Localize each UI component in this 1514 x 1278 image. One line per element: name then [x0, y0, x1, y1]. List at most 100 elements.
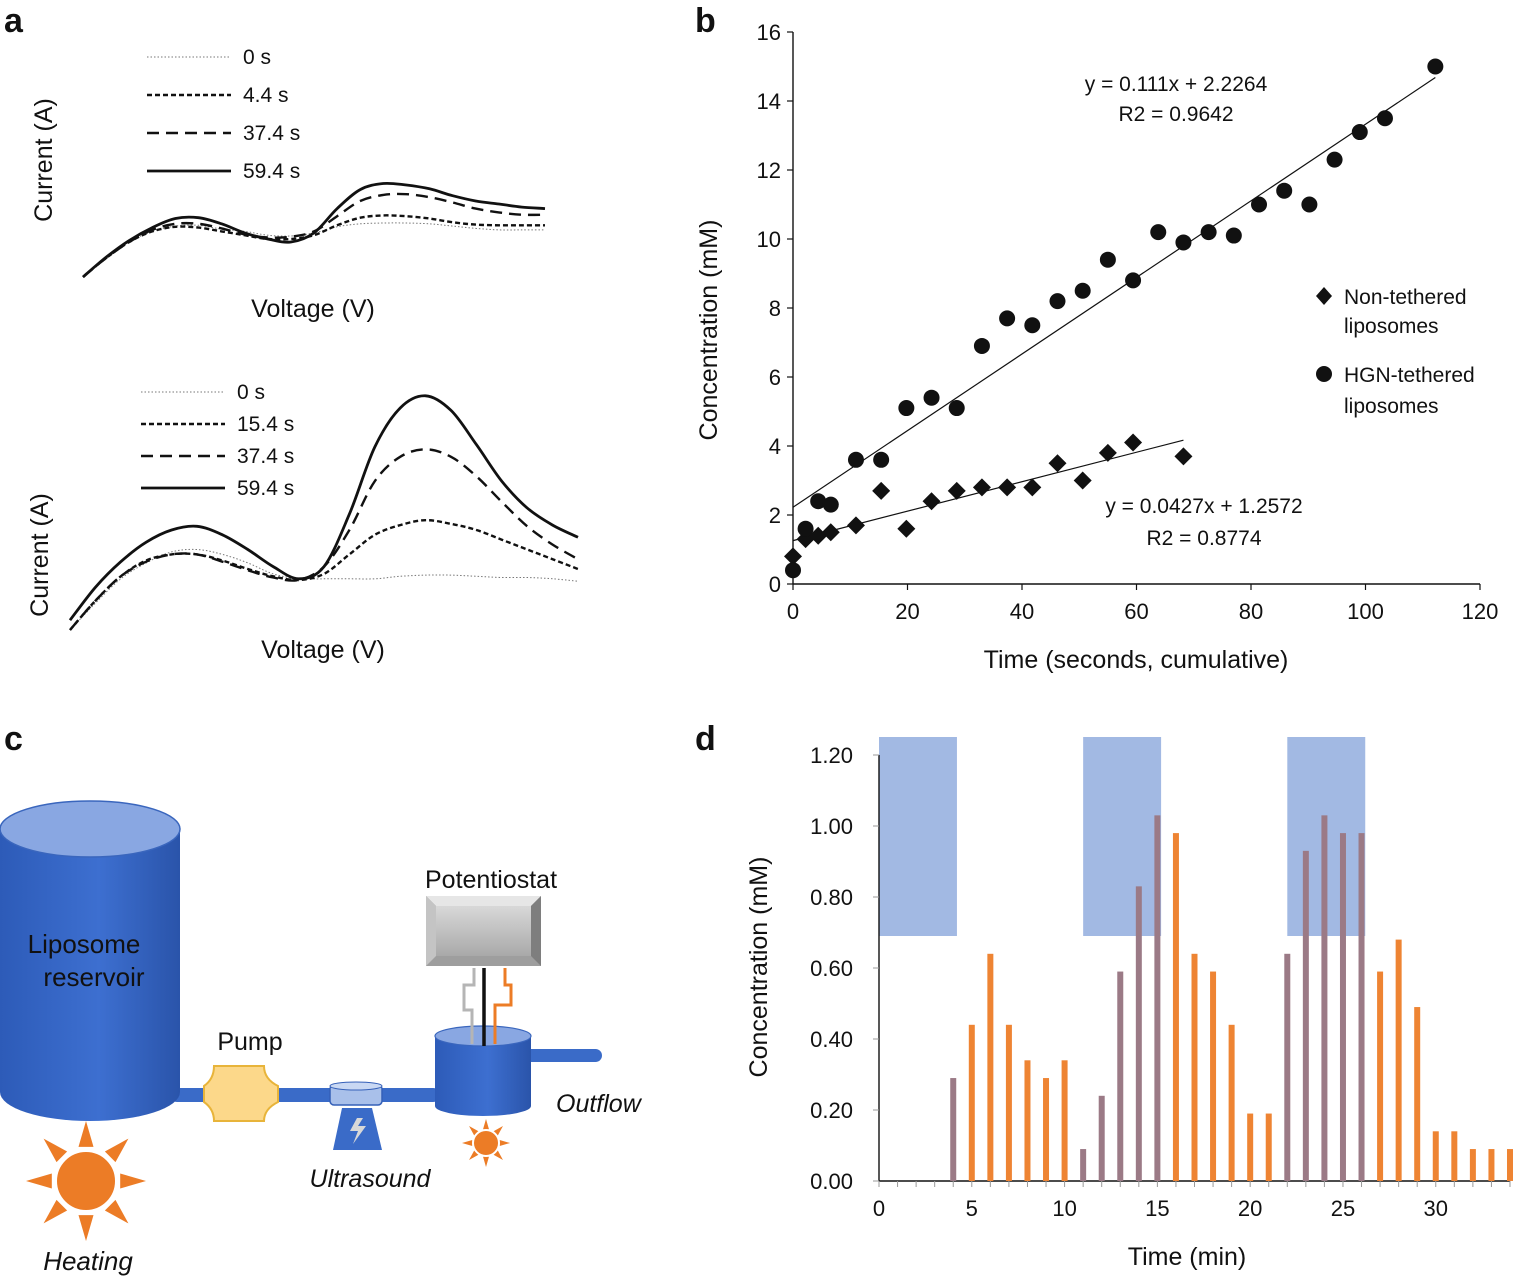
d-shaded-intervals: [879, 737, 1366, 936]
d-bar: [1451, 1131, 1458, 1181]
cell-sun-disc: [472, 1129, 500, 1157]
b-point-hgn-tethered-liposomes: [1074, 282, 1091, 299]
b-point-non-tethered-liposomes: [998, 478, 1017, 497]
a-top-curve-59-4-s: [82, 181, 546, 279]
chart-d: 0.00 0.20 0.40 0.60 0.80 1.00 1.20 0 5 10 15 20 25 30…: [745, 737, 1513, 1271]
d-bars: [950, 815, 1513, 1181]
heating-sun-ray: [26, 1173, 52, 1189]
a-bottom-legend-label-0-s: 0 s: [237, 381, 265, 404]
d-ytick-label-0-60: 0.60: [810, 956, 853, 981]
reservoir-label-line1: Liposome: [28, 929, 141, 959]
b-point-non-tethered-liposomes: [809, 526, 828, 545]
d-bar: [950, 1078, 957, 1181]
potentiostat-label: Potentiostat: [425, 866, 557, 894]
b-point-non-tethered-liposomes: [1174, 447, 1193, 466]
b-ytick-label-4: 4: [769, 434, 781, 459]
d-ytick-label-1-20: 1.20: [810, 743, 853, 768]
d-shaded-interval-1: [879, 737, 957, 936]
heating-sun-icon: [26, 1121, 146, 1241]
b-xtick-label-100: 100: [1347, 599, 1384, 624]
b-point-hgn-tethered-liposomes: [1099, 251, 1116, 268]
b-point-non-tethered-liposomes: [872, 481, 891, 500]
b-point-non-tethered-liposomes: [821, 523, 840, 542]
d-bar: [1043, 1078, 1050, 1181]
d-bar: [1154, 815, 1161, 1181]
cell-sun-ray: [493, 1126, 503, 1136]
b-ytick-label-6: 6: [769, 365, 781, 390]
b-legend-hgn-line1: HGN-tethered: [1344, 364, 1475, 387]
b-ytick-label-8: 8: [769, 296, 781, 321]
d-bar: [1395, 939, 1402, 1181]
b-point-non-tethered-liposomes: [922, 492, 941, 511]
a-top-legend-label-37-4-s: 37.4 s: [243, 122, 300, 145]
b-xtick-label-40: 40: [1010, 599, 1034, 624]
b-axes: 0 2 4 6 8 10 12 14 16 0 20 40 60 80 100 120: [757, 20, 1499, 624]
ultrasound-cell: [329, 1081, 383, 1150]
pump-label: Pump: [217, 1028, 282, 1056]
panel-label-b: b: [695, 2, 716, 40]
b-legend-non-line1: Non-tethered: [1344, 286, 1467, 309]
ultrasound-label: Ultrasound: [310, 1165, 432, 1193]
cell-sun-ray: [499, 1139, 510, 1147]
heating-sun-ray: [120, 1173, 146, 1189]
d-bar: [1228, 1024, 1235, 1181]
a-bottom-legend-label-37-4-s: 37.4 s: [237, 445, 294, 468]
a-bottom-curve-59-4-s: [68, 394, 579, 622]
d-bar: [1061, 1060, 1068, 1181]
chart-a-bottom: 0 s 15.4 s 37.4 s 59.4 s Current (A) Voltag…: [26, 381, 579, 664]
potentiostat-icon: [426, 896, 541, 966]
b-ytick-label-0: 0: [769, 572, 781, 597]
b-point-non-tethered-liposomes: [1048, 454, 1067, 473]
b-ytick-label-10: 10: [757, 227, 781, 252]
d-ytick-label-0-40: 0.40: [810, 1027, 853, 1052]
d-bar: [1265, 1113, 1272, 1181]
b-point-hgn-tethered-liposomes: [1427, 58, 1444, 75]
b-fit-lines: [792, 77, 1436, 542]
d-ylabel: Concentration (mM): [745, 857, 773, 1078]
d-bar: [1377, 971, 1384, 1181]
chart-a-top: 0 s 4.4 s 37.4 s 59.4 s Current (A) Voltage…: [30, 46, 546, 323]
cell-sun-ray: [469, 1150, 479, 1160]
d-bar: [968, 1024, 975, 1181]
d-bar: [1469, 1149, 1476, 1181]
d-xtick-label-0: 0: [873, 1196, 885, 1221]
a-bottom-curve-0-s: [69, 548, 579, 631]
reference-electrode-wire: [462, 968, 476, 1044]
a-bottom-curves: [68, 394, 579, 631]
b-ylabel: Concentration (mM): [695, 220, 723, 441]
b-legend-diamond-marker: [1316, 287, 1332, 305]
heating-label: Heating: [43, 1246, 133, 1276]
b-point-non-tethered-liposomes: [1073, 471, 1092, 490]
b-point-hgn-tethered-liposomes: [923, 389, 940, 406]
d-bar: [1024, 1060, 1031, 1181]
b-xtick-label-80: 80: [1239, 599, 1263, 624]
panel-label-c: c: [4, 720, 23, 758]
b-fit-r2-non: R2 = 0.8774: [1146, 527, 1261, 550]
a-bottom-legend-label-59-4-s: 59.4 s: [237, 477, 294, 500]
d-xtick-label-15: 15: [1145, 1196, 1169, 1221]
d-xtick-label-20: 20: [1238, 1196, 1262, 1221]
b-ytick-label-2: 2: [769, 503, 781, 528]
b-point-hgn-tethered-liposomes: [797, 520, 814, 537]
b-point-hgn-tethered-liposomes: [873, 451, 890, 468]
d-bar: [1210, 971, 1217, 1181]
a-bottom-ylabel: Current (A): [26, 493, 54, 617]
a-top-curve-0-s: [82, 222, 545, 278]
outflow-pipe: [520, 1049, 602, 1062]
d-xtick-label-10: 10: [1052, 1196, 1076, 1221]
a-bottom-xlabel: Voltage (V): [261, 636, 385, 664]
pump-icon: [203, 1065, 279, 1122]
d-bar: [1005, 1024, 1012, 1181]
d-bar: [1507, 1149, 1513, 1181]
b-point-hgn-tethered-liposomes: [1200, 224, 1217, 241]
d-xtick-label-30: 30: [1424, 1196, 1448, 1221]
b-point-hgn-tethered-liposomes: [1049, 293, 1066, 310]
cell-sun-ray: [493, 1150, 503, 1160]
b-point-non-tethered-liposomes: [846, 516, 865, 535]
cell-sun-ray: [462, 1139, 473, 1147]
a-top-legend-label-4-4-s: 4.4 s: [243, 84, 289, 107]
b-point-hgn-tethered-liposomes: [973, 337, 990, 354]
a-top-curves: [82, 181, 546, 279]
a-top-xlabel: Voltage (V): [251, 295, 375, 323]
d-bar: [1117, 971, 1124, 1181]
